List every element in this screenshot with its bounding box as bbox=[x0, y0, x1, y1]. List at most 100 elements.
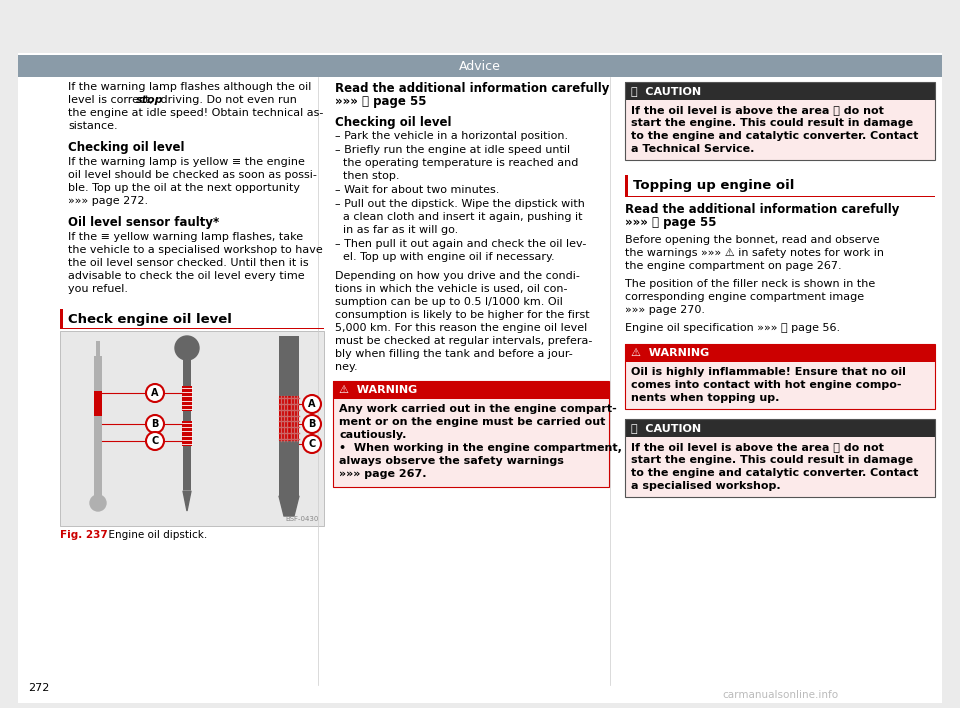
Text: cautiously.: cautiously. bbox=[339, 430, 406, 440]
Text: ⚠  WARNING: ⚠ WARNING bbox=[631, 348, 709, 358]
Text: Depending on how you drive and the condi-: Depending on how you drive and the condi… bbox=[335, 271, 580, 281]
Text: the engine compartment on page 267.: the engine compartment on page 267. bbox=[625, 261, 842, 271]
Text: Before opening the bonnet, read and observe: Before opening the bonnet, read and obse… bbox=[625, 235, 879, 245]
Text: If the warning lamp is yellow ≡ the engine: If the warning lamp is yellow ≡ the engi… bbox=[68, 157, 305, 167]
Text: always observe the safety warnings: always observe the safety warnings bbox=[339, 456, 564, 466]
Text: C: C bbox=[308, 439, 316, 449]
Text: Engine oil dipstick.: Engine oil dipstick. bbox=[102, 530, 207, 540]
Text: el. Top up with engine oil if necessary.: el. Top up with engine oil if necessary. bbox=[343, 252, 555, 262]
Text: •  When working in the engine compartment,: • When working in the engine compartment… bbox=[339, 443, 622, 453]
Text: ment or on the engine must be carried out: ment or on the engine must be carried ou… bbox=[339, 417, 606, 427]
Bar bbox=[183, 360, 191, 490]
Text: If the warning lamp flashes although the oil: If the warning lamp flashes although the… bbox=[68, 82, 311, 92]
Text: the warnings »»» ⚠ in safety notes for work in: the warnings »»» ⚠ in safety notes for w… bbox=[625, 248, 884, 258]
Bar bbox=[60, 309, 63, 329]
Circle shape bbox=[303, 415, 321, 433]
Circle shape bbox=[303, 435, 321, 453]
Circle shape bbox=[146, 415, 164, 433]
Bar bbox=[625, 344, 935, 409]
Text: Check engine oil level: Check engine oil level bbox=[68, 312, 232, 326]
Bar bbox=[625, 362, 935, 409]
Text: a Technical Service.: a Technical Service. bbox=[631, 144, 755, 154]
Bar bbox=[625, 100, 935, 160]
Bar bbox=[94, 391, 102, 416]
Text: carmanualsonline.info: carmanualsonline.info bbox=[722, 690, 838, 700]
Text: A: A bbox=[308, 399, 316, 409]
Circle shape bbox=[146, 432, 164, 450]
Text: consumption is likely to be higher for the first: consumption is likely to be higher for t… bbox=[335, 310, 589, 320]
Bar bbox=[333, 399, 609, 487]
Circle shape bbox=[90, 495, 106, 511]
Text: »»» 📖 page 55: »»» 📖 page 55 bbox=[335, 95, 426, 108]
Text: driving. Do not even run: driving. Do not even run bbox=[157, 95, 297, 105]
Bar bbox=[625, 82, 935, 100]
Bar bbox=[60, 331, 324, 526]
Text: the operating temperature is reached and: the operating temperature is reached and bbox=[343, 158, 578, 168]
Text: Any work carried out in the engine compart-: Any work carried out in the engine compa… bbox=[339, 404, 616, 414]
Bar bbox=[625, 419, 935, 497]
Text: If the oil level is above the area Ⓐ do not: If the oil level is above the area Ⓐ do … bbox=[631, 105, 884, 115]
Text: Advice: Advice bbox=[459, 59, 501, 72]
Bar bbox=[625, 437, 935, 497]
Text: oil level should be checked as soon as possi-: oil level should be checked as soon as p… bbox=[68, 170, 317, 180]
Text: 272: 272 bbox=[28, 683, 49, 693]
Bar bbox=[60, 328, 324, 329]
Text: »»» page 267.: »»» page 267. bbox=[339, 469, 426, 479]
Circle shape bbox=[146, 384, 164, 402]
Text: must be checked at regular intervals, prefera-: must be checked at regular intervals, pr… bbox=[335, 336, 592, 346]
Bar bbox=[333, 381, 609, 399]
Text: level is correct,: level is correct, bbox=[68, 95, 156, 105]
Text: the engine at idle speed! Obtain technical as-: the engine at idle speed! Obtain technic… bbox=[68, 108, 324, 118]
Bar bbox=[625, 344, 935, 362]
Text: Checking oil level: Checking oil level bbox=[335, 116, 451, 129]
Text: corresponding engine compartment image: corresponding engine compartment image bbox=[625, 292, 864, 302]
Text: then stop.: then stop. bbox=[343, 171, 399, 181]
Bar bbox=[625, 82, 935, 160]
Text: C: C bbox=[152, 436, 158, 446]
Bar bbox=[625, 175, 628, 197]
Polygon shape bbox=[279, 496, 299, 516]
Text: The position of the filler neck is shown in the: The position of the filler neck is shown… bbox=[625, 279, 876, 289]
Text: the vehicle to a specialised workshop to have: the vehicle to a specialised workshop to… bbox=[68, 245, 323, 255]
Bar bbox=[182, 386, 192, 411]
Text: tions in which the vehicle is used, oil con-: tions in which the vehicle is used, oil … bbox=[335, 284, 567, 294]
Bar bbox=[18, 55, 942, 77]
Bar bbox=[96, 341, 100, 361]
Circle shape bbox=[175, 336, 199, 360]
Text: a clean cloth and insert it again, pushing it: a clean cloth and insert it again, pushi… bbox=[343, 212, 583, 222]
Text: you refuel.: you refuel. bbox=[68, 284, 128, 294]
Text: Oil is highly inflammable! Ensure that no oil: Oil is highly inflammable! Ensure that n… bbox=[631, 367, 906, 377]
Text: »»» page 272.: »»» page 272. bbox=[68, 196, 148, 206]
Text: If the ≡ yellow warning lamp flashes, take: If the ≡ yellow warning lamp flashes, ta… bbox=[68, 232, 303, 242]
Text: a specialised workshop.: a specialised workshop. bbox=[631, 481, 780, 491]
Text: in as far as it will go.: in as far as it will go. bbox=[343, 225, 458, 235]
Text: sumption can be up to 0.5 l/1000 km. Oil: sumption can be up to 0.5 l/1000 km. Oil bbox=[335, 297, 563, 307]
Polygon shape bbox=[183, 491, 191, 511]
Text: stop: stop bbox=[136, 95, 163, 105]
Bar bbox=[94, 356, 102, 496]
Text: – Park the vehicle in a horizontal position.: – Park the vehicle in a horizontal posit… bbox=[335, 131, 568, 141]
Text: ⚠  WARNING: ⚠ WARNING bbox=[339, 385, 418, 395]
Text: Read the additional information carefully: Read the additional information carefull… bbox=[625, 203, 900, 216]
Text: ⓘ  CAUTION: ⓘ CAUTION bbox=[631, 423, 701, 433]
Text: comes into contact with hot engine compo-: comes into contact with hot engine compo… bbox=[631, 380, 901, 390]
Text: Topping up engine oil: Topping up engine oil bbox=[633, 180, 794, 193]
Text: – Briefly run the engine at idle speed until: – Briefly run the engine at idle speed u… bbox=[335, 145, 570, 155]
Text: B: B bbox=[152, 419, 158, 429]
Bar bbox=[182, 421, 192, 446]
Text: start the engine. This could result in damage: start the engine. This could result in d… bbox=[631, 455, 913, 465]
Text: »»» 📖 page 55: »»» 📖 page 55 bbox=[625, 216, 716, 229]
Circle shape bbox=[303, 395, 321, 413]
Text: B: B bbox=[308, 419, 316, 429]
Text: – Pull out the dipstick. Wipe the dipstick with: – Pull out the dipstick. Wipe the dipsti… bbox=[335, 199, 585, 209]
Text: If the oil level is above the area Ⓐ do not: If the oil level is above the area Ⓐ do … bbox=[631, 442, 884, 452]
Text: nents when topping up.: nents when topping up. bbox=[631, 393, 780, 403]
Text: Oil level sensor faulty*: Oil level sensor faulty* bbox=[68, 216, 219, 229]
Text: A: A bbox=[152, 388, 158, 398]
Text: »»» page 270.: »»» page 270. bbox=[625, 305, 705, 315]
Text: advisable to check the oil level every time: advisable to check the oil level every t… bbox=[68, 271, 304, 281]
Bar bbox=[625, 196, 935, 197]
Text: – Then pull it out again and check the oil lev-: – Then pull it out again and check the o… bbox=[335, 239, 587, 249]
Bar bbox=[333, 381, 609, 487]
Text: the oil level sensor checked. Until then it is: the oil level sensor checked. Until then… bbox=[68, 258, 308, 268]
